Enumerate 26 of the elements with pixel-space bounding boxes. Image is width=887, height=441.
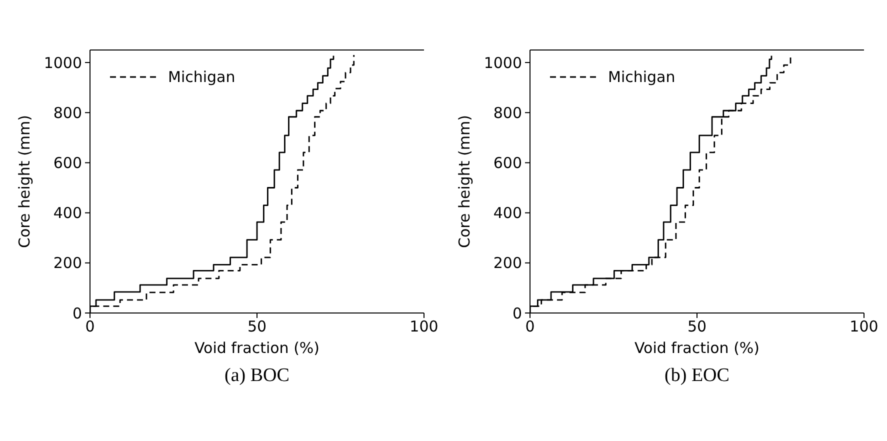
text: (a) BOC xyxy=(224,365,290,387)
y-tick-label: 600 xyxy=(493,154,522,172)
x-axis-title: Void fraction (%) xyxy=(194,339,320,357)
text: (b) EOC xyxy=(664,365,730,387)
y-tick-label: 600 xyxy=(53,154,82,172)
y-axis-title: Core height (mm) xyxy=(455,115,474,248)
legend-label: Michigan xyxy=(608,68,676,86)
y-tick-label: 1000 xyxy=(44,54,82,72)
y-tick-label: 800 xyxy=(53,104,82,122)
legend-label: Michigan xyxy=(168,68,236,86)
y-tick-label: 800 xyxy=(493,104,522,122)
x-tick-label: 100 xyxy=(410,318,438,336)
x-tick-label: 0 xyxy=(85,318,95,336)
y-tick-label: 1000 xyxy=(484,54,522,72)
x-tick-label: 50 xyxy=(687,318,707,336)
y-tick-label: 400 xyxy=(53,204,82,222)
x-tick-label: 0 xyxy=(525,318,535,336)
y-tick-label: 0 xyxy=(512,304,522,322)
y-tick-label: 0 xyxy=(72,304,82,322)
x-axis-title: Void fraction (%) xyxy=(634,339,760,357)
y-tick-label: 400 xyxy=(493,204,522,222)
x-tick-label: 100 xyxy=(850,318,878,336)
y-axis-title: Core height (mm) xyxy=(15,115,34,248)
y-tick-label: 200 xyxy=(53,254,82,272)
x-tick-label: 50 xyxy=(247,318,267,336)
y-tick-label: 200 xyxy=(493,254,522,272)
